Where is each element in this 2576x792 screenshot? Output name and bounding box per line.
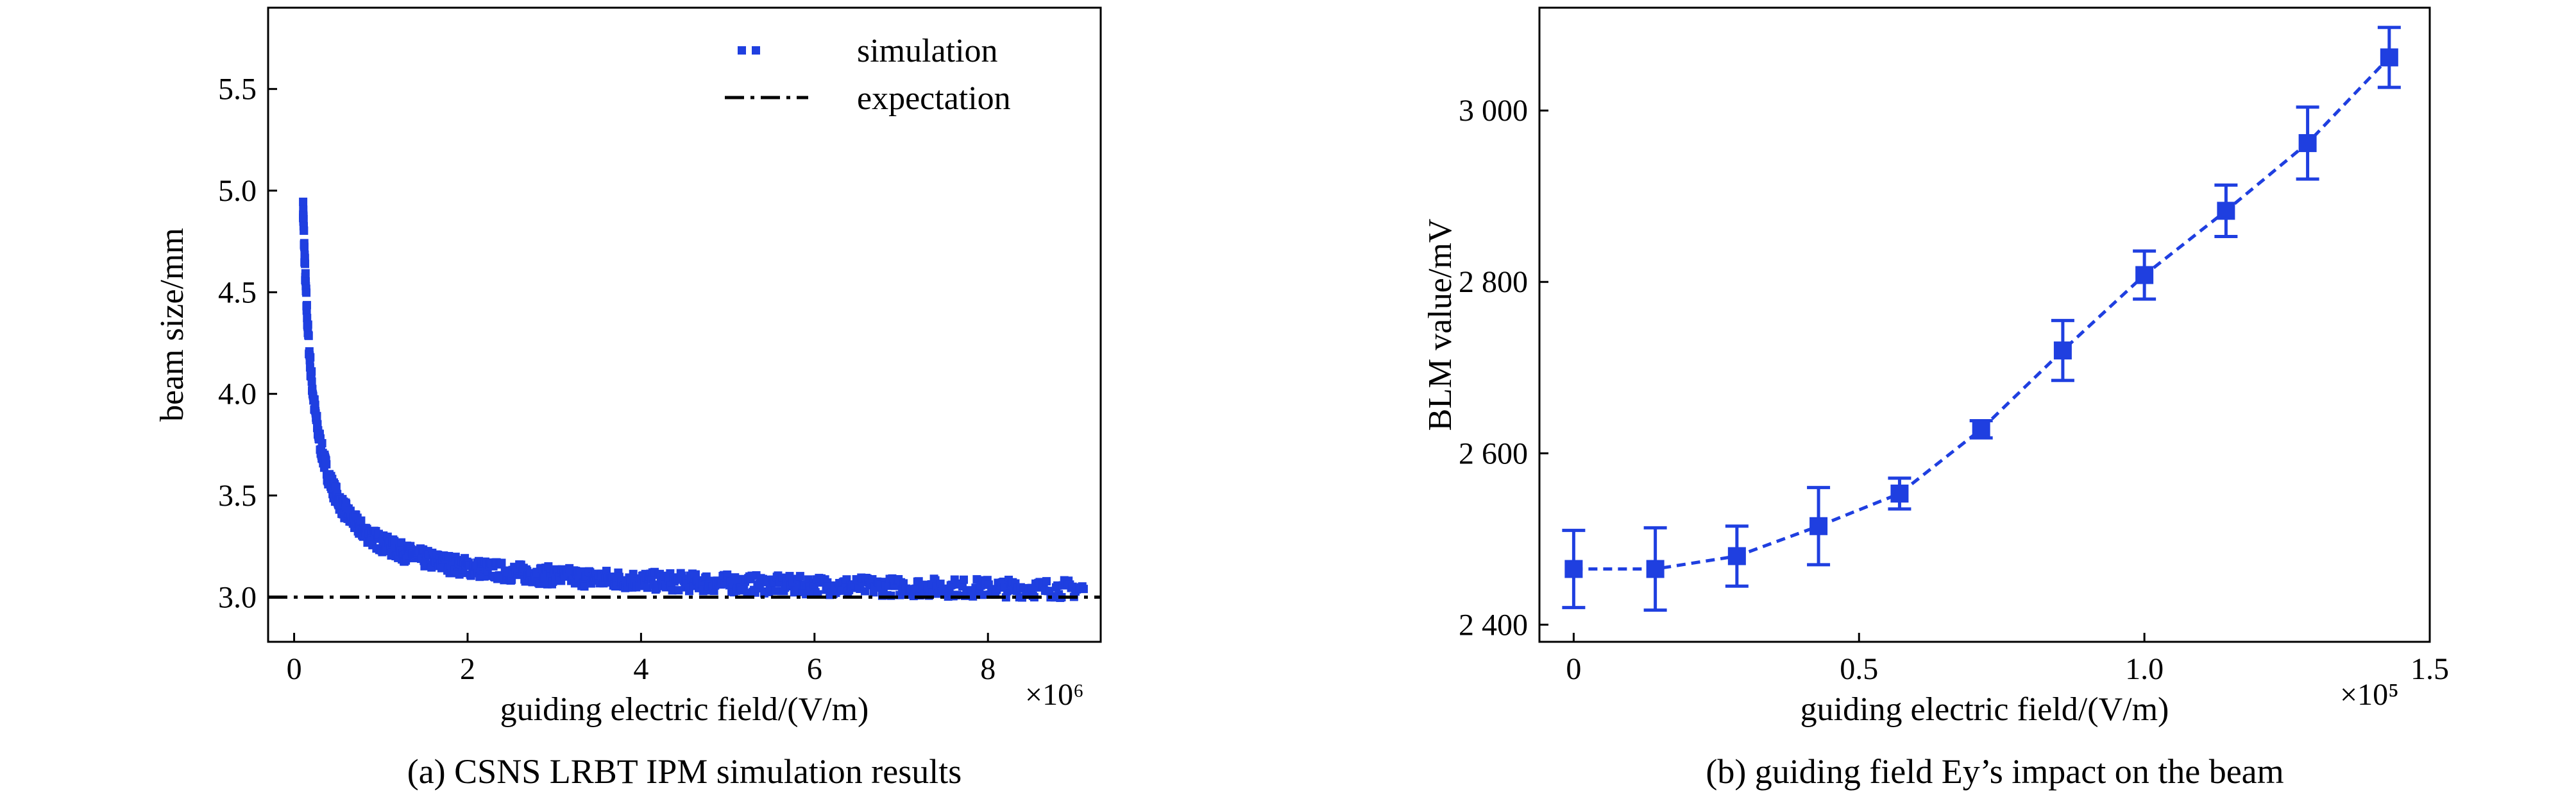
simulation-point	[301, 269, 310, 278]
data-point	[2217, 202, 2235, 220]
y-tick-label: 3 000	[1459, 94, 1528, 128]
blm-series-line	[1573, 56, 2391, 571]
x-tick-label: 0	[287, 652, 302, 686]
simulation-point	[303, 320, 312, 329]
x-tick-label: 8	[980, 652, 996, 686]
y-tick-label: 5.0	[218, 174, 257, 208]
y-tick-label: 4.0	[218, 377, 257, 411]
simulation-point	[303, 313, 312, 322]
simulation-point	[299, 215, 308, 224]
simulation-point	[307, 367, 316, 376]
simulation-point	[302, 300, 311, 309]
y-tick-label: 3.5	[218, 479, 257, 513]
plot-frame-a	[267, 6, 1102, 643]
y-tick-label: 3.0	[218, 580, 257, 614]
data-point	[2380, 48, 2398, 67]
x-tick-label: 0.5	[1840, 652, 1878, 686]
x-tick-label: 2	[460, 652, 475, 686]
legend-marker-simulation	[738, 46, 746, 55]
y-tick-label: 4.5	[218, 275, 257, 309]
plot-frame-b	[1538, 6, 2431, 643]
y-axis-label-a: beam size/mm	[154, 228, 191, 422]
simulation-point	[1042, 577, 1051, 586]
simulation-point	[299, 197, 308, 206]
simulation-point	[972, 575, 981, 584]
simulation-point	[302, 288, 311, 297]
axis-ticks-b: 0 0.5 1.0 1.5 2 400 2 600 2 800 3 000	[1459, 94, 2449, 686]
legend-label-simulation: simulation	[857, 33, 998, 69]
y-tick-label: 5.5	[218, 73, 257, 107]
simulation-point	[318, 439, 326, 448]
data-point	[1646, 560, 1665, 578]
x-tick-label: 1.5	[2411, 652, 2449, 686]
x-tick-label: 4	[633, 652, 648, 686]
simulation-point	[795, 572, 804, 581]
x-tick-label: 6	[807, 652, 822, 686]
x-tick-label: 1.0	[2125, 652, 2164, 686]
chart-b: 0 0.5 1.0 1.5 2 400 2 600 2 800 3 000 guiding e…	[1422, 6, 2449, 791]
simulation-point	[332, 483, 341, 492]
y-tick-label: 2 800	[1459, 265, 1528, 299]
simulation-point	[580, 582, 589, 591]
simulation-point	[322, 460, 331, 469]
simulation-point	[300, 243, 309, 252]
simulation-point	[668, 586, 677, 595]
legend-a: simulation expectation	[725, 33, 1011, 117]
legend-marker-simulation	[752, 46, 760, 55]
simulation-point	[310, 400, 319, 409]
simulation-point	[497, 558, 506, 567]
data-point	[1890, 485, 1909, 503]
data-point	[1564, 560, 1583, 578]
legend-label-expectation: expectation	[857, 80, 1011, 117]
data-point	[2298, 133, 2317, 152]
simulation-point	[357, 516, 366, 525]
simulation-point	[307, 377, 316, 386]
simulation-point	[300, 226, 309, 235]
data-point	[2053, 341, 2072, 360]
simulation-point	[629, 569, 638, 578]
y-tick-label: 2 600	[1459, 436, 1528, 470]
simulation-point	[390, 537, 399, 546]
data-point	[2135, 266, 2154, 284]
blm-series-markers	[1562, 26, 2401, 612]
caption-b: (b) guiding field Ey’s impact on the bea…	[1706, 752, 2284, 791]
simulation-point	[306, 353, 315, 362]
y-axis-label-b: BLM value/mV	[1422, 219, 1459, 431]
x-multiplier-b: ×10⁵	[2340, 678, 2399, 712]
simulation-point	[674, 586, 683, 595]
simulation-point	[304, 331, 313, 340]
data-point	[1972, 420, 1990, 438]
simulation-point	[312, 411, 321, 420]
x-axis-label-b: guiding electric field/(V/m)	[1801, 691, 2169, 728]
caption-a: (a) CSNS LRBT IPM simulation results	[407, 752, 962, 791]
x-tick-label: 0	[1566, 652, 1581, 686]
simulation-points	[299, 197, 1088, 602]
simulation-point	[1079, 585, 1088, 594]
simulation-point	[960, 575, 969, 584]
x-axis-label-a: guiding electric field/(V/m)	[500, 691, 869, 728]
data-point	[1809, 517, 1828, 535]
chart-a: 0 2 4 6 8 3.0 3.5 4.0 4.5 5.0 5.5 guiding electric…	[154, 6, 1102, 791]
simulation-point	[301, 259, 310, 268]
axis-ticks-a: 0 2 4 6 8 3.0 3.5 4.0 4.5 5.0 5.5	[218, 73, 996, 686]
y-tick-label: 2 400	[1459, 608, 1528, 642]
data-point	[1727, 547, 1746, 565]
x-multiplier-a: ×10⁶	[1025, 678, 1084, 712]
